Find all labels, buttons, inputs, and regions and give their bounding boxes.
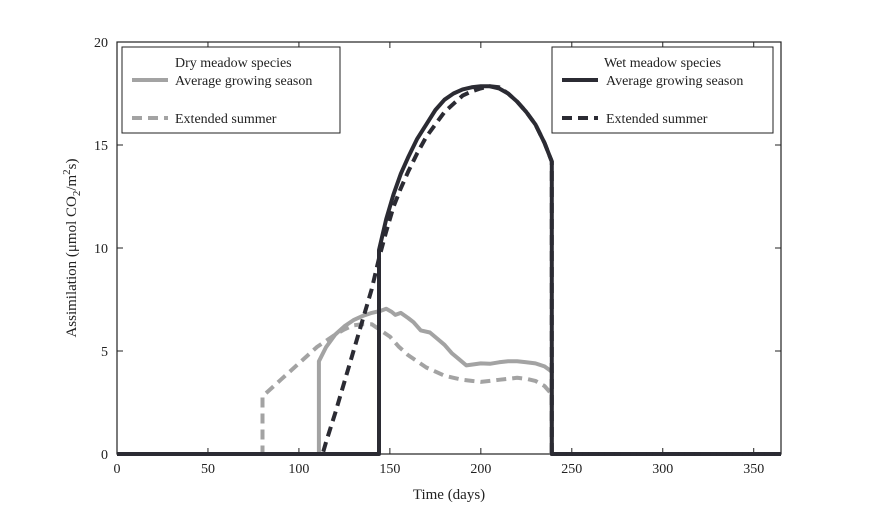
legend-wet-title: Wet meadow species bbox=[604, 56, 721, 71]
y-axis-label-sub: 2 bbox=[71, 191, 83, 197]
legend-dry-entry-solid: Average growing season bbox=[175, 74, 312, 89]
legend-dry-title: Dry meadow species bbox=[175, 56, 292, 71]
series-dry-average-growing-season bbox=[117, 306, 781, 456]
x-axis-ticks: 0 50 100 150 200 250 300 350 bbox=[114, 42, 764, 477]
x-tick-label: 300 bbox=[652, 462, 673, 477]
series-wet-extended-summer bbox=[117, 84, 781, 456]
legend-wet-entry-dashed: Extended summer bbox=[606, 112, 708, 127]
legend-dry: Dry meadow species Average growing seaso… bbox=[121, 46, 341, 134]
x-axis-label: Time (days) bbox=[413, 487, 485, 503]
y-tick-label: 10 bbox=[94, 242, 108, 257]
x-tick-label: 150 bbox=[379, 462, 400, 477]
x-tick-label: 0 bbox=[114, 462, 121, 477]
series-wet-average-growing-season bbox=[117, 84, 781, 456]
y-axis-label-mid: /m bbox=[64, 174, 80, 190]
legend-dry-box bbox=[121, 46, 341, 134]
y-axis-label-suffix: s) bbox=[64, 158, 80, 169]
x-tick-label: 200 bbox=[470, 462, 491, 477]
legend-wet-box bbox=[551, 46, 774, 134]
y-axis-label-sup: 2 bbox=[61, 169, 73, 175]
y-tick-label: 0 bbox=[101, 448, 108, 463]
x-tick-label: 250 bbox=[561, 462, 582, 477]
legend-wet: Wet meadow species Average growing seaso… bbox=[551, 46, 774, 134]
legend-wet-entry-solid: Average growing season bbox=[606, 74, 743, 89]
x-tick-label: 50 bbox=[201, 462, 215, 477]
series-layer bbox=[117, 84, 781, 456]
x-tick-label: 350 bbox=[743, 462, 764, 477]
legend-dry-entry-dashed: Extended summer bbox=[175, 112, 277, 127]
y-axis-ticks: 0 5 10 15 20 bbox=[94, 36, 781, 463]
series-dry-extended-summer bbox=[117, 322, 781, 456]
y-axis-label: Assimilation (μmol CO2/m2s) bbox=[61, 158, 83, 337]
x-tick-label: 100 bbox=[288, 462, 309, 477]
y-tick-label: 20 bbox=[94, 36, 108, 51]
y-tick-label: 15 bbox=[94, 139, 108, 154]
y-axis-label-prefix: Assimilation (μmol CO bbox=[64, 196, 80, 338]
y-tick-label: 5 bbox=[101, 345, 108, 360]
